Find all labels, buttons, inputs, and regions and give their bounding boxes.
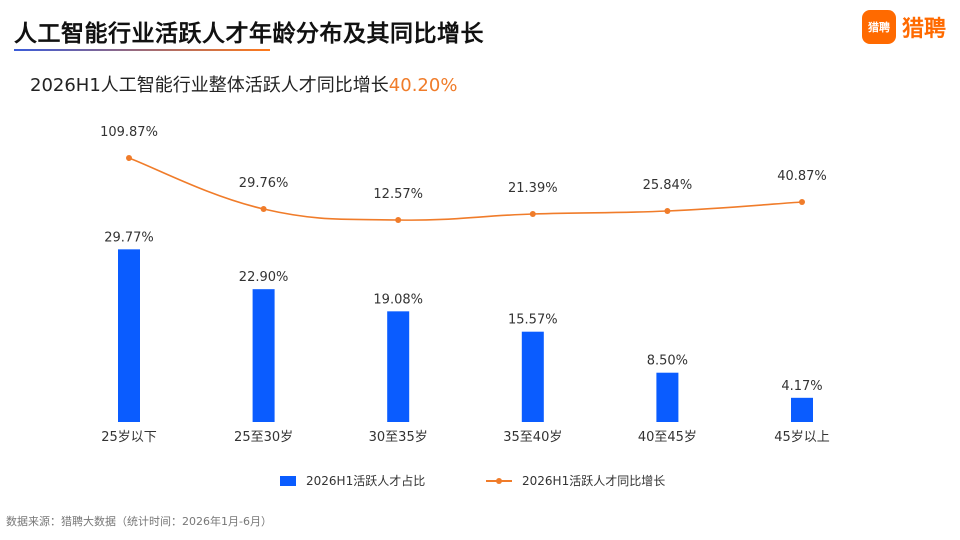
growth-value-label: 12.57% bbox=[373, 187, 423, 202]
growth-point bbox=[260, 206, 267, 212]
brand-name: 猎聘 bbox=[901, 17, 946, 42]
subtitle-highlight-value: 40.20% bbox=[388, 75, 458, 96]
growth-value-label: 21.39% bbox=[508, 181, 558, 196]
bar-value-label: 4.17% bbox=[781, 379, 822, 394]
bar bbox=[656, 372, 679, 422]
growth-point bbox=[126, 155, 132, 161]
growth-value-label: 29.76% bbox=[239, 176, 289, 191]
bar-value-label: 15.57% bbox=[508, 313, 558, 328]
growth-value-label: 109.87% bbox=[100, 125, 158, 140]
bar bbox=[387, 311, 410, 422]
growth-point bbox=[799, 199, 805, 205]
brand-badge-icon: 猎聘 bbox=[861, 10, 896, 44]
legend-bar-label: 2026H1活跃人才占比 bbox=[306, 474, 426, 488]
bar bbox=[521, 331, 544, 422]
x-tick-label: 25至30岁 bbox=[234, 430, 293, 445]
x-tick-label: 25岁以下 bbox=[101, 430, 157, 445]
bar-value-label: 8.50% bbox=[647, 354, 688, 369]
growth-value-label: 25.84% bbox=[643, 178, 693, 193]
bar bbox=[791, 397, 813, 422]
chart-subtitle: 2026H1人工智能行业整体活跃人才同比增长40.20% bbox=[30, 71, 457, 97]
bar bbox=[252, 289, 275, 422]
legend-bar-swatch bbox=[280, 475, 296, 486]
legend-line-swatch bbox=[486, 476, 512, 486]
growth-value-label: 40.87% bbox=[777, 169, 827, 184]
growth-point bbox=[529, 211, 536, 217]
legend-line-label: 2026H1活跃人才同比增长 bbox=[522, 474, 666, 488]
x-tick-label: 30至35岁 bbox=[369, 430, 428, 445]
growth-line bbox=[128, 157, 803, 221]
brand-logo: 猎聘 猎聘 bbox=[861, 10, 946, 44]
legend-item-bar: 2026H1活跃人才占比 bbox=[280, 472, 425, 489]
legend-item-line: 2026H1活跃人才同比增长 bbox=[486, 472, 665, 489]
bar-value-label: 22.90% bbox=[239, 270, 289, 285]
subtitle-text: 2026H1人工智能行业整体活跃人才同比增长 bbox=[30, 75, 389, 96]
growth-point bbox=[395, 217, 402, 223]
x-tick-label: 45岁以上 bbox=[774, 430, 830, 445]
bar-value-label: 19.08% bbox=[373, 292, 423, 307]
x-tick-label: 35至40岁 bbox=[503, 430, 562, 445]
bar-value-label: 29.77% bbox=[104, 230, 154, 245]
data-source-note: 数据来源：猎聘大数据（统计时间：2026年1月-6月） bbox=[6, 515, 272, 528]
growth-point bbox=[664, 208, 671, 214]
x-tick-label: 40至45岁 bbox=[638, 430, 697, 445]
page-title: 人工智能行业活跃人才年龄分布及其同比增长 bbox=[14, 21, 484, 47]
title-underline bbox=[14, 49, 270, 51]
chart-legend: 2026H1活跃人才占比 2026H1活跃人才同比增长 bbox=[0, 472, 960, 494]
bar bbox=[118, 249, 140, 422]
